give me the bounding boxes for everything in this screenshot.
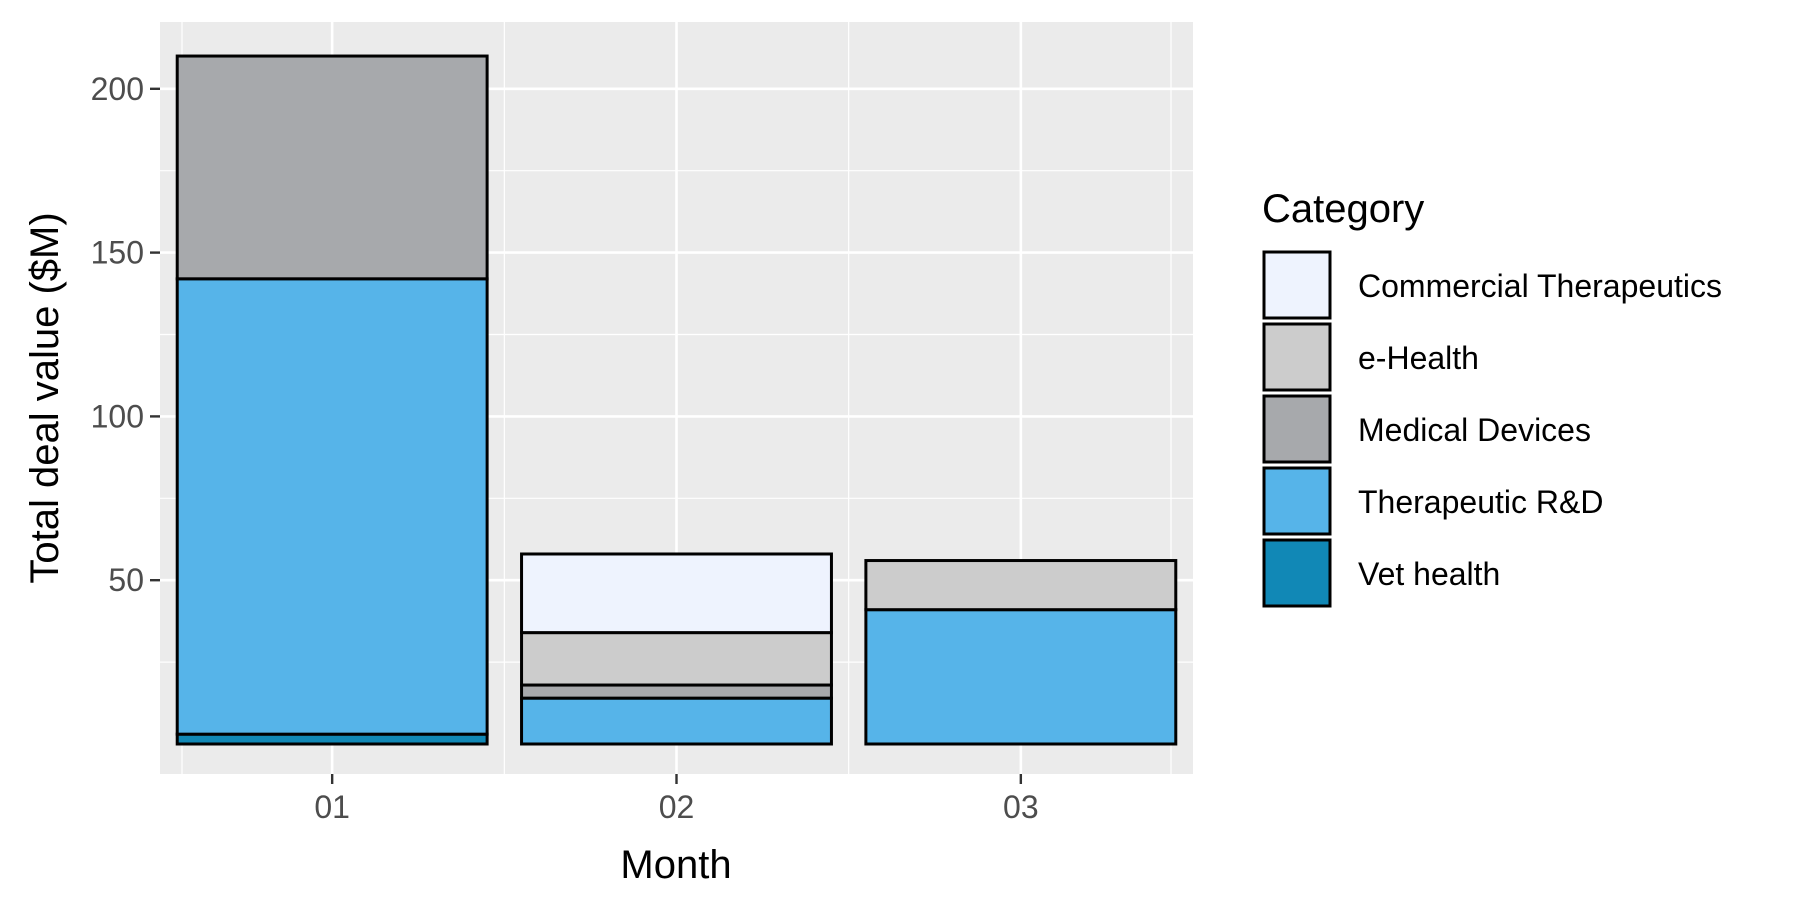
legend-key — [1262, 250, 1332, 320]
y-axis-title: Total deal value ($M) — [23, 212, 67, 583]
bar-segment — [175, 54, 489, 281]
bar-segment — [520, 696, 833, 746]
x-axis-title: Month — [620, 843, 731, 887]
legend-label: Medical Devices — [1358, 412, 1591, 448]
y-tick-label: 150 — [91, 235, 144, 271]
y-tick-label: 100 — [91, 398, 144, 434]
legend-item: e-Health — [1262, 322, 1479, 392]
x-tick-label: 02 — [659, 789, 695, 825]
bars — [175, 54, 1178, 746]
legend-label: Therapeutic R&D — [1358, 484, 1603, 520]
y-axis: 50 100 150 200 — [91, 71, 160, 598]
bar-segment — [175, 277, 489, 736]
legend-label: Vet health — [1358, 556, 1500, 592]
bar-stack-03 — [864, 559, 1178, 746]
bar-segment — [520, 631, 833, 687]
legend-label: Commercial Therapeutics — [1358, 268, 1722, 304]
y-tick-label: 50 — [108, 562, 144, 598]
legend-title: Category — [1262, 187, 1424, 231]
bar-segment — [864, 608, 1178, 746]
bar-segment — [520, 552, 833, 635]
legend-item: Therapeutic R&D — [1262, 466, 1603, 536]
legend-item: Medical Devices — [1262, 394, 1591, 464]
legend-key — [1262, 466, 1332, 536]
legend-key — [1262, 538, 1332, 608]
legend-item: Vet health — [1262, 538, 1500, 608]
x-axis: 01 02 03 — [314, 774, 1039, 825]
bar-segment — [864, 559, 1178, 612]
legend-item: Commercial Therapeutics — [1262, 250, 1722, 320]
legend: Category Commercial Therapeutics e-Health… — [1262, 187, 1722, 608]
x-tick-label: 01 — [314, 789, 350, 825]
bar-stack-01 — [175, 54, 489, 746]
y-tick-label: 200 — [91, 71, 144, 107]
legend-key — [1262, 394, 1332, 464]
legend-label: e-Health — [1358, 340, 1479, 376]
bar-segment — [520, 683, 833, 700]
x-tick-label: 03 — [1003, 789, 1039, 825]
legend-key — [1262, 322, 1332, 392]
bar-stack-02 — [520, 552, 833, 746]
